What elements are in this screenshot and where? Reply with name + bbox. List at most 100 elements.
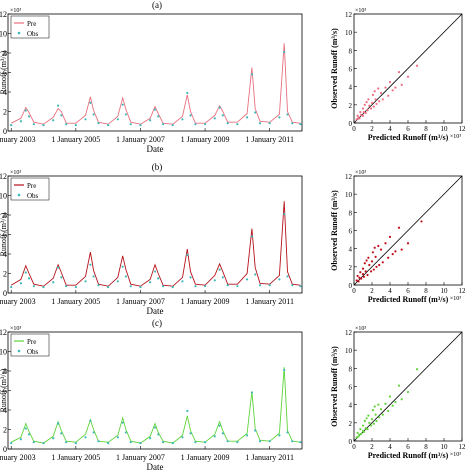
scatter-point [397,384,401,387]
legend-label: Obs [27,192,39,200]
scatter-point [372,422,375,425]
y-tick-label: 6 [349,384,353,392]
series-point-obs [258,122,262,125]
y-tick-label: 0 [349,120,353,128]
y-tick-label: 8 [3,367,7,376]
y-tick-label: 8 [349,209,353,217]
y-tick-label: 6 [3,231,7,240]
series-point-obs [236,441,239,444]
series-point-obs [124,275,128,278]
series-point-obs [10,286,13,289]
series-point-obs [186,91,189,95]
y-axis-title: Observed Runoff (m³/s) [330,346,339,427]
scatter-point [397,71,401,74]
y-tick-label: 8 [3,211,7,220]
legend-swatch-point [17,349,21,353]
scatter-point [378,263,381,267]
x-tick-label: 1 January 2011 [245,135,294,144]
scatter-point [388,395,392,398]
x-tick-label: 1 January 2011 [245,297,294,306]
x-tick-label: 8 [424,443,428,451]
series-line-pre [10,367,301,444]
y-exponent: ×10³ [10,326,21,332]
scatter-point [384,402,387,405]
x-tick-label: 0 [352,287,356,295]
y-tick-label: 0 [349,282,353,290]
legend-label: Obs [27,30,39,38]
scatter-point [364,427,367,430]
legend-swatch-point [17,31,21,35]
legend: Pre Obs [10,333,50,357]
series-point-obs [258,440,262,443]
y-tick-label: 8 [3,49,7,58]
scatter-point [355,279,358,282]
series-point-obs [181,118,184,121]
x-tick-label: 10 [441,287,449,295]
series-point-obs [153,270,157,273]
series-point-obs [124,113,128,116]
series-point-obs [161,441,165,444]
scatter-point [378,100,381,103]
legend: Pre Obs [10,15,50,39]
series-point-obs [226,440,229,443]
series-point-obs [189,114,192,117]
legend-box [10,15,50,39]
series-point-obs [56,422,60,425]
y-exponent: ×10³ [10,170,21,176]
legend-box [10,177,50,201]
y-tick-label: 2 [3,270,7,279]
x-tick-label: 0 [352,443,356,451]
series-point-obs [171,442,174,445]
y-tick-label: 10 [0,30,7,39]
series-point-obs [203,123,207,126]
series-point-obs [56,266,60,269]
series-point-obs [186,409,189,413]
one-to-one-line [353,331,463,442]
scatter-point [420,220,423,223]
scatter-point [374,413,377,416]
y-tick-label: 6 [3,69,7,78]
series-point-obs [299,441,302,444]
scatter-point [358,117,361,120]
series-point-obs [19,120,23,123]
scatter-point [384,242,387,245]
series-point-obs [107,286,110,289]
scatter-point [377,403,380,406]
scatter-point [356,274,359,278]
series-point-obs [89,101,92,104]
series-point-obs [52,437,55,440]
series-point-obs [19,282,23,285]
scatter-point [406,390,410,394]
scatter-point [400,83,403,86]
y-tick-label: 10 [345,191,353,199]
series-point-obs [129,285,132,288]
x-tick-label: 2 [370,125,374,133]
legend-label: Pre [27,182,36,190]
series-point-obs [286,275,289,278]
series-point-obs [283,368,286,372]
series-point-obs [97,440,100,443]
y-tick-label: 4 [349,402,353,410]
scatter-point [381,413,384,416]
series-point-obs [107,124,110,127]
y-tick-label: 4 [349,246,353,254]
series-point-obs [286,431,289,434]
scatter-point [363,103,366,106]
timeseries-panel-b: (b) 0 2 4 6 8 10 12×10³ Runoff (m³/s) 1 January 2… [0,162,303,316]
series-point-obs [97,284,100,287]
legend-swatch-point [17,193,21,197]
y-tick-label: 12 [0,10,7,19]
series-point-obs [194,123,197,126]
scatter-point [377,87,380,90]
y-tick-label: 10 [345,347,353,355]
series-point-obs [213,435,216,438]
one-to-one-line [353,175,463,286]
scatter-point [359,271,362,274]
series-point-obs [116,118,119,121]
scatter-point [387,256,390,259]
scatter-point [366,109,369,112]
y-exponent: ×10³ [355,170,366,176]
panel-label: (a) [152,0,162,10]
